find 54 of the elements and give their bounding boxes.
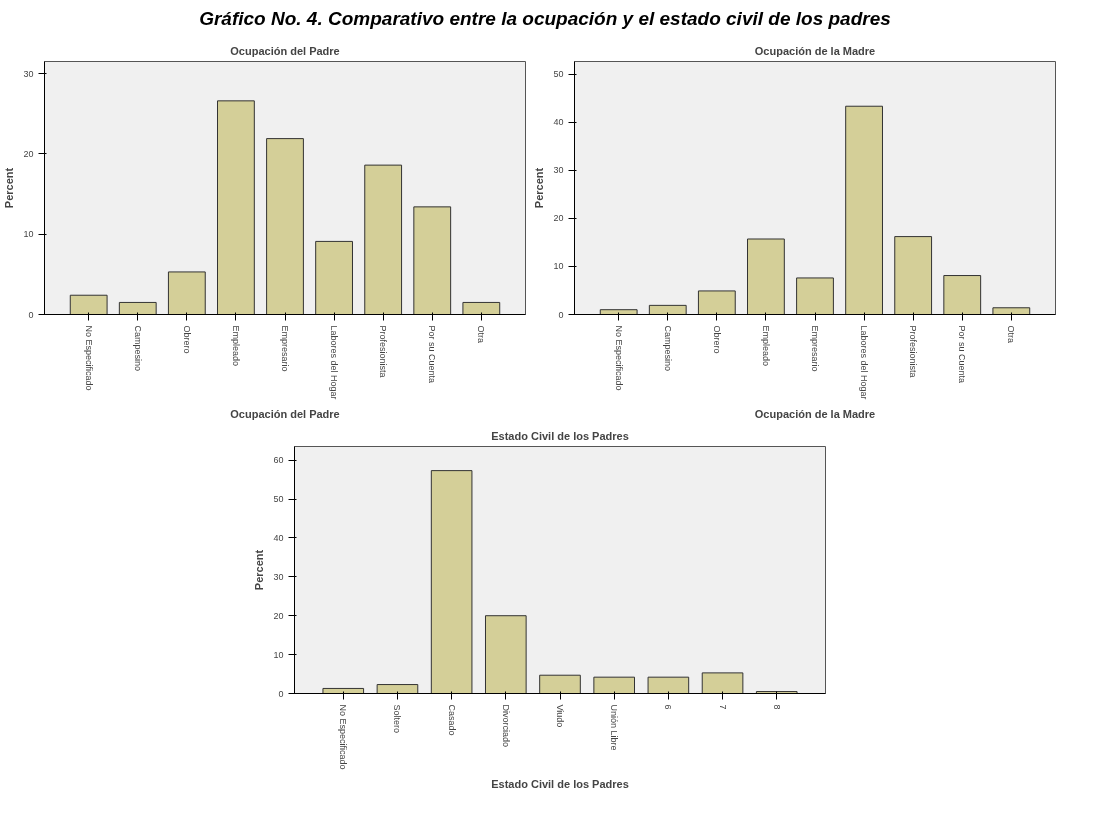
y-tick-label: 30 xyxy=(273,571,284,582)
x-tick-label: Campesino xyxy=(662,325,673,372)
x-axis-title: Ocupación del Padre xyxy=(230,407,340,420)
y-tick-label: 40 xyxy=(553,117,564,128)
y-tick-label: 20 xyxy=(23,149,34,160)
y-tick-label: 0 xyxy=(28,309,34,320)
y-tick-label: 50 xyxy=(273,494,284,505)
y-tick-label: 40 xyxy=(273,533,284,544)
y-tick-label: 30 xyxy=(553,165,564,176)
y-axis-title: Percent xyxy=(533,167,546,209)
x-tick-label: Casado xyxy=(446,704,457,736)
y-tick-label: 10 xyxy=(23,229,34,240)
x-tick-label: Labores del Hogar xyxy=(329,325,340,400)
x-tick-label: Campesino xyxy=(132,325,143,372)
x-tick-label: Viudo xyxy=(555,704,565,728)
y-axis-title: Percent xyxy=(3,167,16,209)
x-tick-label: Soltero xyxy=(392,704,403,734)
y-tick-label: 60 xyxy=(273,455,284,466)
x-tick-label: Profesionista xyxy=(378,325,389,378)
x-tick-label: Empleado xyxy=(230,325,241,367)
x-tick-label: Unión Libre xyxy=(609,704,620,751)
x-tick-label: Labores del Hogar xyxy=(859,325,870,400)
x-tick-label: Otra xyxy=(476,325,487,344)
x-tick-label: No Especificado xyxy=(613,325,624,391)
x-tick-label: Obrero xyxy=(181,325,192,354)
y-tick-label: 20 xyxy=(553,213,564,224)
x-tick-label: Profesionista xyxy=(908,325,919,378)
x-tick-label: No Especificado xyxy=(83,325,94,391)
x-axis-title: Estado Civil de los Padres xyxy=(491,777,629,790)
chart-title: Estado Civil de los Padres xyxy=(491,429,629,442)
x-tick-label: Empresario xyxy=(810,325,820,372)
x-tick-label: 7 xyxy=(717,704,728,710)
y-tick-label: 30 xyxy=(23,68,34,79)
y-axis-title: Percent xyxy=(253,549,266,591)
x-tick-label: Obrero xyxy=(711,325,722,354)
y-tick-label: 0 xyxy=(278,688,284,699)
y-tick-label: 0 xyxy=(558,309,564,320)
y-tick-label: 50 xyxy=(553,69,564,80)
x-tick-label: Divorciado xyxy=(500,704,511,748)
x-tick-label: 8 xyxy=(771,704,782,710)
x-tick-label: Otra xyxy=(1006,325,1017,344)
x-tick-label: Por su Cuenta xyxy=(427,325,438,384)
x-tick-label: Empleado xyxy=(760,325,771,367)
x-tick-label: Por su Cuenta xyxy=(957,325,968,384)
x-tick-label: No Especificado xyxy=(338,704,349,770)
chart-title: Ocupación de la Madre xyxy=(754,44,876,57)
text: Gráfico No. 4. Comparativo entre la ocupación y el estado civil de los padres xyxy=(199,7,891,31)
chart-title: Ocupación del Padre xyxy=(230,44,340,57)
y-tick-label: 20 xyxy=(273,610,284,621)
y-tick-label: 10 xyxy=(553,261,564,272)
y-tick-label: 10 xyxy=(273,649,284,660)
x-tick-label: 6 xyxy=(663,704,674,710)
x-axis-title: Ocupación de la Madre xyxy=(754,407,876,420)
x-tick-label: Empresario xyxy=(280,325,290,372)
